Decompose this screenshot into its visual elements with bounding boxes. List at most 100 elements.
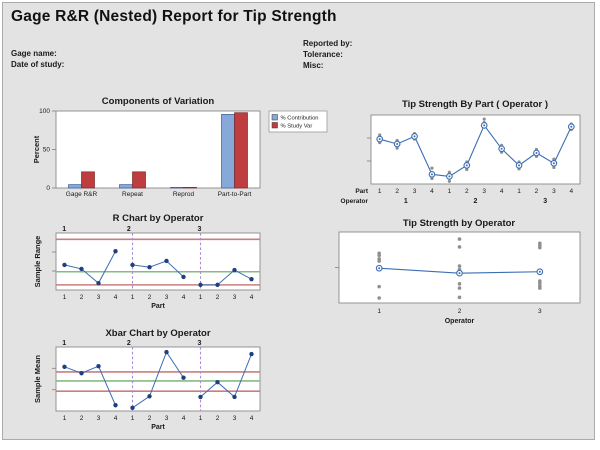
observation-dot	[430, 176, 434, 181]
tick-label: 3	[552, 188, 556, 195]
observation-dot	[377, 259, 381, 263]
tip-strength-by-part-chart: Tip Strength By Part ( Operator )1 2 3 4 1 2 3…	[341, 99, 581, 205]
data-point	[130, 262, 135, 268]
mean-marker-dot	[458, 272, 461, 275]
tick-label: 1	[62, 226, 66, 233]
tick-label: 50	[43, 147, 51, 154]
observation-dot	[465, 167, 469, 172]
tick-label: 2	[458, 308, 462, 315]
r-chart-by-operator: R Chart by Operator 1 2 3 1 2 3 4 1 2 3 4 1 2 3 4 Part Sa…	[33, 213, 261, 310]
mean-marker-dot	[538, 270, 541, 273]
tick-label: 2	[474, 198, 478, 205]
mean-marker-dot	[378, 267, 381, 270]
report-title: Gage R&R (Nested) Report for Tip Strengt…	[11, 8, 337, 25]
chart-title: Tip Strength by Operator	[403, 218, 516, 229]
observation-dot	[378, 133, 382, 137]
y-axis-label: Percent	[32, 135, 41, 163]
legend-swatch	[271, 114, 278, 121]
observation-dot	[457, 237, 462, 241]
tick-label: 3	[97, 294, 101, 301]
tick-label: 1	[63, 415, 67, 422]
mean-marker-dot	[535, 151, 538, 154]
mean-marker-dot	[500, 147, 503, 150]
bar	[119, 184, 133, 189]
tick-label: 1	[377, 308, 381, 315]
data-point	[232, 267, 237, 273]
tick-label: Gage R&R	[66, 191, 98, 198]
series-line	[64, 365, 116, 406]
tick-label: % Contribution	[281, 116, 319, 122]
chart-title: Components of Variation	[102, 96, 215, 107]
gage-name-label: Gage name:	[11, 49, 57, 58]
plot-area	[55, 232, 261, 291]
observation-dot	[395, 146, 399, 150]
data-point	[215, 282, 220, 288]
y-axis-label: Sample Mean	[33, 355, 42, 403]
data-point	[181, 375, 186, 380]
observation-dot	[377, 284, 381, 289]
components-of-variation-chart: Components of Variation 0 50 100 Percent Gage…	[32, 96, 328, 198]
observation-dot	[457, 264, 462, 268]
bar	[221, 114, 235, 189]
tick-label: Operator	[445, 318, 475, 325]
tick-label: 3	[233, 294, 237, 301]
tick-label: 2	[216, 294, 220, 301]
data-point	[164, 349, 169, 355]
data-point	[215, 380, 220, 385]
tick-label: 3	[165, 294, 169, 301]
data-point	[249, 351, 254, 357]
plot-area	[370, 114, 581, 185]
tick-label: 1	[131, 294, 135, 301]
tick-label: Part	[151, 424, 165, 431]
tick-label: 3	[197, 226, 201, 233]
tick-label: 1	[63, 294, 67, 301]
tick-label: 1	[199, 294, 203, 301]
tick-label: % Study Var	[281, 124, 313, 130]
tick-label: 3	[233, 415, 237, 422]
tick-label: 2	[216, 415, 220, 422]
reported-by-label: Reported by:	[303, 39, 353, 48]
observation-dot	[457, 245, 462, 249]
tick-label: 2	[148, 294, 152, 301]
data-point	[113, 249, 118, 254]
observation-dot	[457, 282, 462, 286]
data-point	[96, 280, 101, 286]
tick-label: Part	[355, 188, 368, 195]
mean-marker-dot	[430, 173, 433, 176]
tick-label: 4	[250, 294, 254, 301]
bar	[234, 112, 248, 189]
mean-marker-dot	[483, 124, 486, 127]
chart-title: Xbar Chart by Operator	[105, 328, 210, 339]
misc-label: Misc:	[303, 61, 324, 70]
bar	[170, 187, 184, 189]
chart-title: R Chart by Operator	[113, 213, 204, 224]
tick-label: 0	[46, 185, 50, 192]
mean-marker-dot	[570, 125, 573, 128]
tick-label: 3	[413, 188, 417, 195]
tick-label: 4	[114, 294, 118, 301]
data-point	[130, 405, 135, 410]
bar	[132, 171, 146, 189]
mean-marker-dot	[413, 135, 416, 138]
tip-strength-by-operator-chart: Tip Strength by Operator 1 2 3 Operator	[335, 218, 581, 325]
series-line	[132, 351, 184, 409]
observation-dot	[447, 179, 451, 183]
bar	[183, 187, 197, 189]
tick-label: 3	[538, 308, 542, 315]
tick-label: Reprod	[173, 191, 195, 198]
tick-label: 1	[199, 415, 203, 422]
data-point	[147, 265, 152, 270]
data-point	[79, 266, 84, 272]
y-axis-label: Sample Range	[33, 236, 42, 288]
tick-label: 2	[535, 188, 539, 195]
tick-label: 2	[80, 294, 84, 301]
tick-label: Part	[151, 303, 165, 310]
mean-marker-dot	[465, 164, 468, 167]
data-point	[232, 394, 237, 400]
tick-label: 3	[197, 340, 201, 347]
tick-label: 4	[430, 188, 434, 195]
tick-label: Operator	[341, 198, 369, 205]
tick-label: 3	[97, 415, 101, 422]
tick-label: 4	[500, 188, 504, 195]
tick-label: 1	[378, 188, 382, 195]
